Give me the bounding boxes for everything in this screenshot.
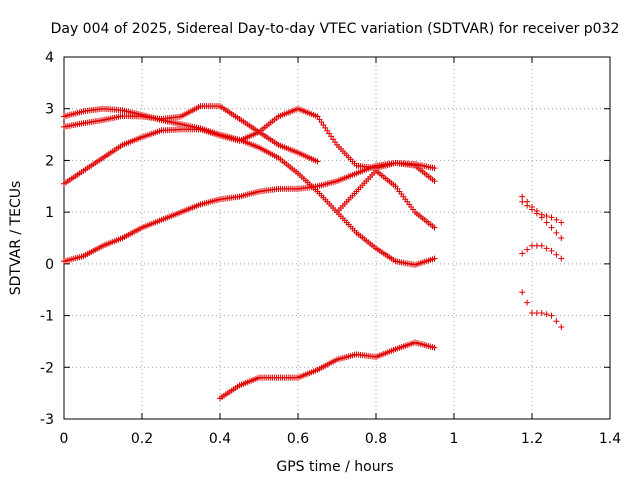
x-axis-label: GPS time / hours bbox=[276, 459, 393, 475]
x-tick-label: 0 bbox=[60, 431, 69, 447]
data-point bbox=[529, 206, 535, 213]
data-point bbox=[548, 214, 555, 221]
data-point bbox=[431, 165, 438, 172]
series-s1 bbox=[61, 105, 438, 268]
grid-lines bbox=[64, 57, 610, 419]
data-point bbox=[431, 224, 438, 231]
data-point bbox=[538, 214, 545, 221]
series-s8 bbox=[519, 198, 565, 241]
series-s5 bbox=[334, 167, 438, 231]
data-point bbox=[431, 255, 438, 262]
x-tick-label: 0.6 bbox=[287, 431, 309, 447]
chart-title: Day 004 of 2025, Sidereal Day-to-day VTE… bbox=[51, 21, 620, 37]
data-point bbox=[519, 289, 526, 296]
series-s6 bbox=[217, 339, 438, 402]
series-s9 bbox=[519, 242, 565, 262]
y-tick-label: 3 bbox=[45, 102, 54, 118]
x-tick-label: 1.2 bbox=[521, 431, 543, 447]
data-point bbox=[314, 158, 321, 165]
series-s4 bbox=[61, 160, 438, 265]
x-tick-label: 0.4 bbox=[209, 431, 231, 447]
data-point bbox=[519, 250, 526, 257]
y-tick-label: -1 bbox=[40, 309, 54, 325]
data-point bbox=[524, 246, 531, 253]
y-tick-label: 0 bbox=[45, 257, 54, 273]
data-point bbox=[519, 198, 526, 205]
data-point bbox=[558, 255, 565, 262]
data-point bbox=[543, 219, 550, 226]
data-point bbox=[524, 202, 531, 209]
y-tick-label: -3 bbox=[40, 412, 54, 428]
data-point bbox=[558, 323, 565, 330]
y-tick-label: 4 bbox=[45, 50, 54, 66]
plot-frame bbox=[63, 56, 611, 420]
data-point bbox=[558, 235, 565, 241]
data-point bbox=[543, 311, 550, 318]
x-tick-label: 1.4 bbox=[599, 431, 621, 447]
data-point bbox=[553, 229, 560, 236]
data-point bbox=[538, 242, 545, 249]
data-point bbox=[533, 210, 540, 217]
axis-ticks: 0 0.2 0.4 0.6 0.8 1 1.2 1.4 -3 -2 -1 0 1 2 3 4 bbox=[40, 50, 621, 447]
y-tick-label: 1 bbox=[45, 205, 54, 221]
data-point bbox=[431, 178, 438, 185]
data-point bbox=[519, 193, 526, 200]
data-point bbox=[548, 312, 555, 319]
series-s2 bbox=[61, 103, 321, 165]
data-point bbox=[553, 318, 560, 325]
series-s3 bbox=[61, 105, 438, 187]
data-point bbox=[553, 216, 560, 223]
series-s10 bbox=[519, 289, 565, 330]
x-tick-label: 0.2 bbox=[131, 431, 153, 447]
y-tick-label: 2 bbox=[45, 153, 54, 169]
data-point bbox=[524, 299, 531, 306]
data-point bbox=[548, 247, 555, 254]
data-point bbox=[558, 219, 565, 226]
y-tick-label: -2 bbox=[40, 360, 54, 376]
data-point bbox=[543, 213, 550, 220]
series-s7 bbox=[519, 193, 565, 226]
x-tick-label: 1 bbox=[450, 431, 459, 447]
data-point bbox=[431, 344, 438, 351]
data-point bbox=[553, 251, 560, 258]
data-point bbox=[538, 309, 545, 316]
x-tick-label: 0.8 bbox=[365, 431, 387, 447]
y-axis-label: SDTVAR / TECUs bbox=[8, 181, 24, 296]
data-point bbox=[543, 245, 550, 252]
data-points bbox=[61, 103, 565, 402]
data-point bbox=[548, 224, 555, 231]
